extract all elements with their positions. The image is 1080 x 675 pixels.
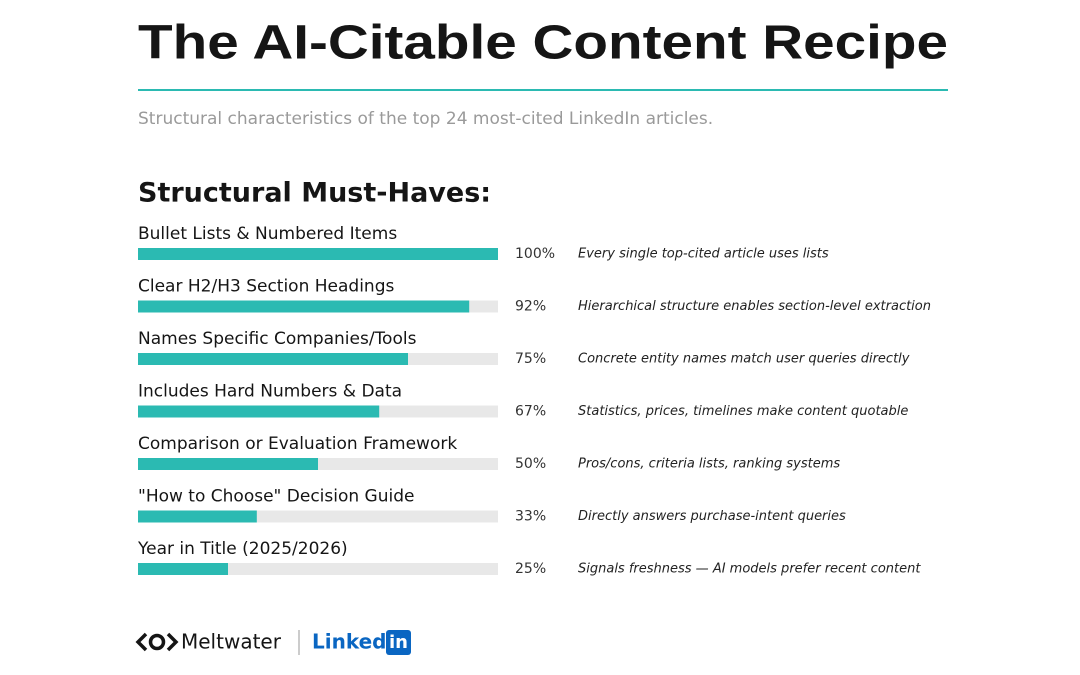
value-label: 75%	[515, 351, 546, 367]
meltwater-logo: Meltwater	[135, 630, 282, 654]
bar	[138, 248, 498, 260]
bar	[138, 353, 408, 365]
bar-list: Bullet Lists & Numbered Items 100% Every s…	[137, 224, 931, 577]
category-label: Year in Title (2025/2026)	[137, 539, 348, 559]
bar	[138, 563, 228, 575]
value-label: 100%	[515, 246, 555, 262]
logo-icon	[135, 632, 148, 652]
logo-icon	[166, 632, 179, 652]
bar-note: Directly answers purchase-intent queries	[578, 509, 846, 524]
linkedin-brand: Linked	[312, 630, 386, 654]
bar	[138, 510, 257, 523]
value-label: 50%	[515, 456, 546, 472]
chart-title: The AI-Citable Content Recipe	[138, 17, 948, 70]
value-label: 25%	[515, 561, 546, 577]
bar-note: Concrete entity names match user queries…	[578, 352, 910, 367]
bar	[138, 405, 380, 418]
value-label: 67%	[515, 404, 546, 420]
value-label: 92%	[515, 299, 546, 315]
category-label: Bullet Lists & Numbered Items	[138, 224, 397, 244]
meltwater-brand: Meltwater	[181, 630, 282, 654]
bar-note: Statistics, prices, timelines make conte…	[578, 404, 908, 419]
bar-note: Signals freshness — AI models prefer rec…	[578, 562, 921, 577]
category-label: "How to Choose" Decision Guide	[138, 487, 414, 507]
logo-icon	[148, 633, 166, 651]
category-label: Clear H2/H3 Section Headings	[138, 277, 394, 297]
bar	[138, 458, 318, 470]
linkedin-logo: Linked in	[312, 630, 411, 655]
bar-note: Every single top-cited article uses list…	[578, 247, 829, 262]
linkedin-box-text: in	[389, 632, 408, 653]
category-label: Comparison or Evaluation Framework	[138, 434, 457, 454]
section-heading: Structural Must-Haves:	[138, 178, 491, 209]
category-label: Includes Hard Numbers & Data	[138, 382, 402, 402]
category-label: Names Specific Companies/Tools	[138, 329, 417, 349]
bar-note: Hierarchical structure enables section-l…	[578, 299, 931, 314]
linkedin-box	[386, 630, 411, 655]
bar-note: Pros/cons, criteria lists, ranking syste…	[578, 457, 840, 472]
value-label: 33%	[515, 509, 546, 525]
subtitle: Structural characteristics of the top 24…	[138, 109, 713, 129]
bar	[138, 300, 470, 313]
